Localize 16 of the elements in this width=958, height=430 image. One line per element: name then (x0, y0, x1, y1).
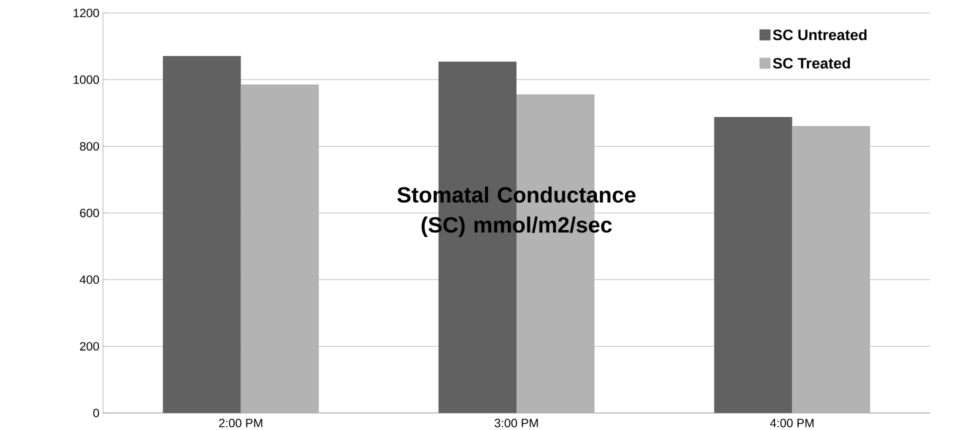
y-tick-label: 800 (80, 142, 100, 151)
y-tick-label: 1000 (74, 75, 100, 84)
y-tick-label: 1200 (74, 8, 100, 18)
legend-label: SC Untreated (772, 29, 867, 40)
y-tick-label: 0 (93, 408, 100, 418)
x-tick-label: 4:00 PM (770, 418, 814, 428)
bar (162, 56, 241, 413)
y-tick-label: 400 (80, 275, 100, 284)
y-tick-label: 200 (80, 342, 100, 351)
legend-label: SC Treated (772, 58, 850, 69)
bar (714, 116, 792, 413)
y-tick-label: 600 (80, 208, 100, 218)
bar (792, 126, 870, 413)
bar (240, 84, 319, 413)
x-tick-label: 3:00 PM (494, 418, 538, 428)
x-tick-label: 2:00 PM (219, 418, 262, 428)
